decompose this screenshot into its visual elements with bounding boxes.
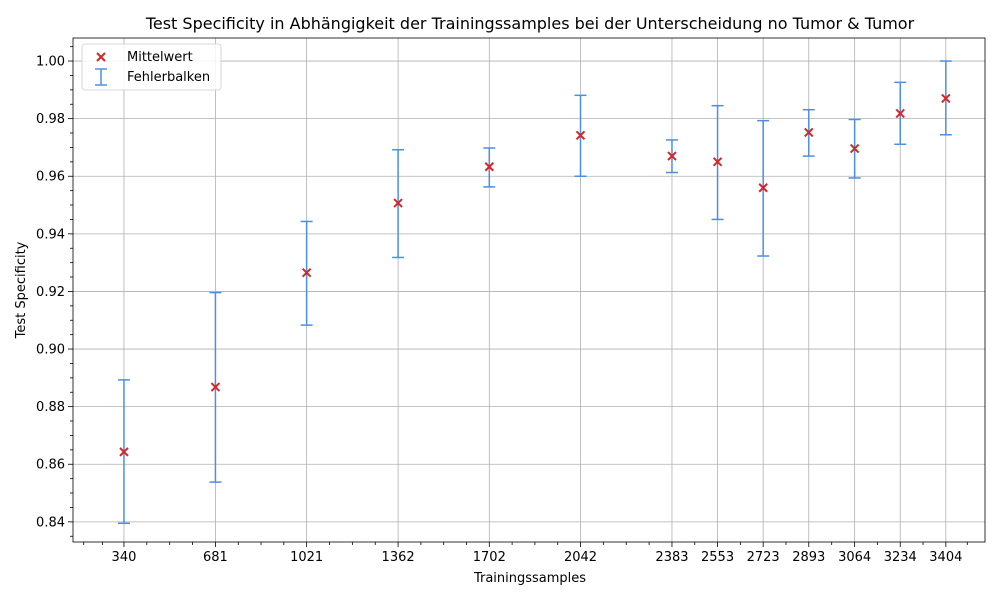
- chart-title: Test Specificity in Abhängigkeit der Tra…: [145, 14, 915, 33]
- mean-marker: [941, 93, 951, 104]
- y-tick-label: 0.84: [36, 515, 65, 530]
- mean-marker: [712, 157, 723, 167]
- error-bars: [117, 60, 952, 525]
- mean-marker: [575, 130, 586, 141]
- legend-mean-label: Mittelwert: [127, 50, 193, 65]
- x-tick-label: 340: [112, 550, 137, 565]
- x-tick-label: 1021: [290, 550, 323, 565]
- x-axis-ticks: 340 681 1021 1362 1702 2042 2383 2553 2723 2893 30…: [83, 542, 968, 565]
- x-tick-label: 1702: [473, 550, 506, 565]
- x-axis-label: Trainingssamples: [473, 571, 586, 586]
- x-tick-label: 2553: [701, 550, 734, 565]
- mean-marker: [849, 143, 860, 154]
- x-tick-label: 3064: [838, 550, 871, 565]
- x-tick-label: 3234: [884, 550, 917, 565]
- mean-marker: [210, 382, 221, 392]
- mean-markers: [119, 93, 951, 457]
- y-tick-label: 0.98: [36, 112, 65, 127]
- legend: Mittelwert Fehlerbalken: [81, 43, 222, 91]
- mean-marker: [393, 198, 403, 208]
- y-tick-label: 0.96: [36, 170, 65, 185]
- y-tick-label: 1.00: [36, 55, 65, 70]
- y-tick-label: 0.92: [36, 285, 65, 300]
- mean-marker: [758, 183, 768, 193]
- legend-box: [81, 43, 222, 91]
- x-tick-label: 1362: [382, 550, 415, 565]
- plot-area-frame: [72, 37, 986, 543]
- legend-error-label: Fehlerbalken: [127, 70, 210, 85]
- legend-error-marker: [95, 68, 107, 86]
- y-tick-label: 0.94: [36, 227, 65, 242]
- mean-marker: [119, 447, 129, 457]
- y-axis-ticks: 0.84 0.86 0.88 0.90 0.92 0.94 0.96 0.98 1.00: [36, 46, 73, 537]
- mean-marker: [484, 162, 495, 172]
- x-tick-label: 2893: [792, 550, 825, 565]
- x-tick-label: 3404: [929, 550, 962, 565]
- mean-marker: [301, 268, 312, 278]
- y-tick-label: 0.86: [36, 458, 65, 473]
- x-tick-label: 681: [203, 550, 228, 565]
- y-tick-label: 0.90: [36, 343, 65, 358]
- grid: [73, 38, 985, 542]
- mean-marker: [667, 151, 677, 161]
- legend-mean-marker: [96, 52, 106, 62]
- x-tick-label: 2723: [747, 550, 780, 565]
- y-axis-label: Test Specificity: [14, 241, 29, 339]
- x-tick-label: 2383: [655, 550, 688, 565]
- mean-marker: [804, 127, 814, 138]
- y-tick-label: 0.88: [36, 400, 65, 415]
- x-tick-label: 2042: [564, 550, 597, 565]
- mean-marker: [895, 108, 905, 119]
